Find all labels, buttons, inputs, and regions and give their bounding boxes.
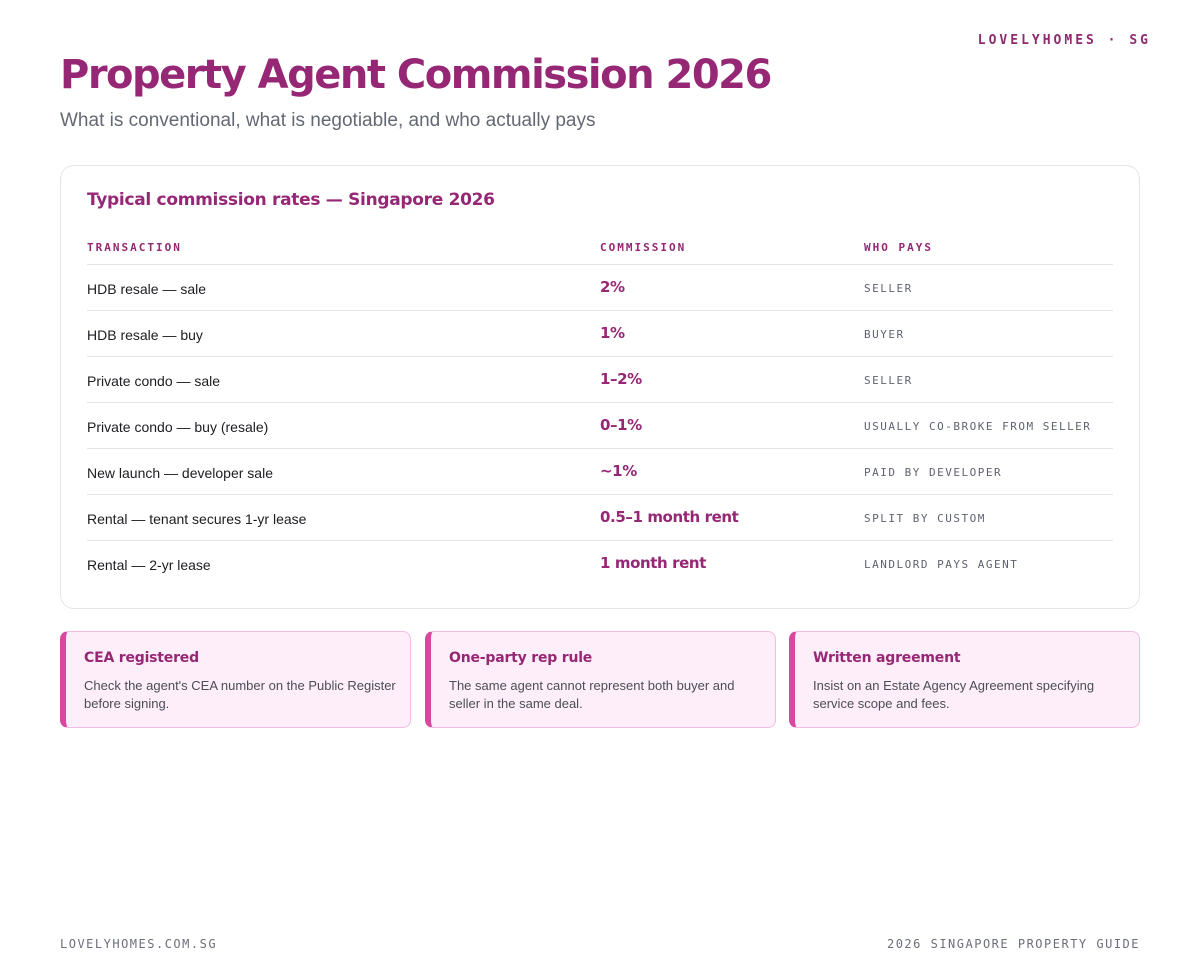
footer-website: LOVELYHOMES.COM.SG: [60, 937, 218, 951]
page-subtitle: What is conventional, what is negotiable…: [60, 110, 596, 131]
tip-card-written-agreement: Written agreement Insist on an Estate Ag…: [789, 631, 1140, 728]
who-pays-cell: PAID BY DEVELOPER: [864, 466, 1003, 479]
transaction-cell: Private condo — sale: [87, 373, 221, 389]
commission-table-card: Typical commission rates — Singapore 202…: [60, 165, 1140, 609]
table-row: Rental — 2-yr lease 1 month rent LANDLOR…: [87, 541, 1113, 587]
tip-body: The same agent cannot represent both buy…: [449, 678, 735, 711]
tip-card-one-party-rep-rule: One-party rep rule The same agent cannot…: [425, 631, 776, 728]
transaction-cell: HDB resale — buy: [87, 327, 203, 343]
table-row: Rental — tenant secures 1-yr lease 0.5–1…: [87, 495, 1113, 541]
commission-cell: 1%: [600, 324, 625, 342]
table-row: Private condo — sale 1–2% SELLER: [87, 357, 1113, 403]
who-pays-cell: SPLIT BY CUSTOM: [864, 512, 986, 525]
tips-row: CEA registered Check the agent's CEA num…: [60, 631, 1140, 728]
column-header-transaction: TRANSACTION: [87, 241, 182, 254]
card-title: Typical commission rates — Singapore 202…: [87, 190, 495, 210]
tip-title: Written agreement: [813, 650, 961, 666]
who-pays-cell: SELLER: [864, 282, 913, 295]
table-header: TRANSACTION COMMISSION WHO PAYS: [87, 226, 1113, 265]
who-pays-cell: USUALLY CO-BROKE FROM SELLER: [864, 420, 1092, 433]
table-row: HDB resale — sale 2% SELLER: [87, 265, 1113, 311]
page-title: Property Agent Commission 2026: [60, 52, 772, 98]
tip-title: One-party rep rule: [449, 650, 593, 666]
table-row: Private condo — buy (resale) 0–1% USUALL…: [87, 403, 1113, 449]
tip-body: Insist on an Estate Agency Agreement spe…: [813, 678, 1095, 711]
who-pays-cell: LANDLORD PAYS AGENT: [864, 558, 1019, 571]
transaction-cell: HDB resale — sale: [87, 281, 207, 297]
tip-title: CEA registered: [84, 650, 199, 666]
commission-table: TRANSACTION COMMISSION WHO PAYS HDB resa…: [87, 226, 1113, 587]
footer-guide-label: 2026 SINGAPORE PROPERTY GUIDE: [886, 937, 1140, 951]
tip-card-cea-registered: CEA registered Check the agent's CEA num…: [60, 631, 411, 728]
transaction-cell: New launch — developer sale: [87, 465, 273, 481]
commission-cell: 0.5–1 month rent: [600, 508, 739, 526]
commission-cell: 2%: [600, 278, 625, 296]
commission-cell: 1–2%: [600, 370, 642, 388]
commission-cell: 0–1%: [600, 416, 642, 434]
commission-cell: ~1%: [600, 462, 637, 480]
commission-cell: 1 month rent: [600, 554, 706, 572]
brand-label: LOVELYHOMES · SG: [977, 33, 1151, 48]
column-header-commission: COMMISSION: [600, 241, 687, 254]
who-pays-cell: BUYER: [864, 328, 905, 341]
table-row: New launch — developer sale ~1% PAID BY …: [87, 449, 1113, 495]
transaction-cell: Rental — 2-yr lease: [87, 557, 211, 573]
tip-body: Check the agent's CEA number on the Publ…: [84, 678, 396, 711]
table-row: HDB resale — buy 1% BUYER: [87, 311, 1113, 357]
transaction-cell: Private condo — buy (resale): [87, 419, 269, 435]
column-header-who-pays: WHO PAYS: [864, 241, 933, 254]
transaction-cell: Rental — tenant secures 1-yr lease: [87, 511, 307, 527]
who-pays-cell: SELLER: [864, 374, 913, 387]
